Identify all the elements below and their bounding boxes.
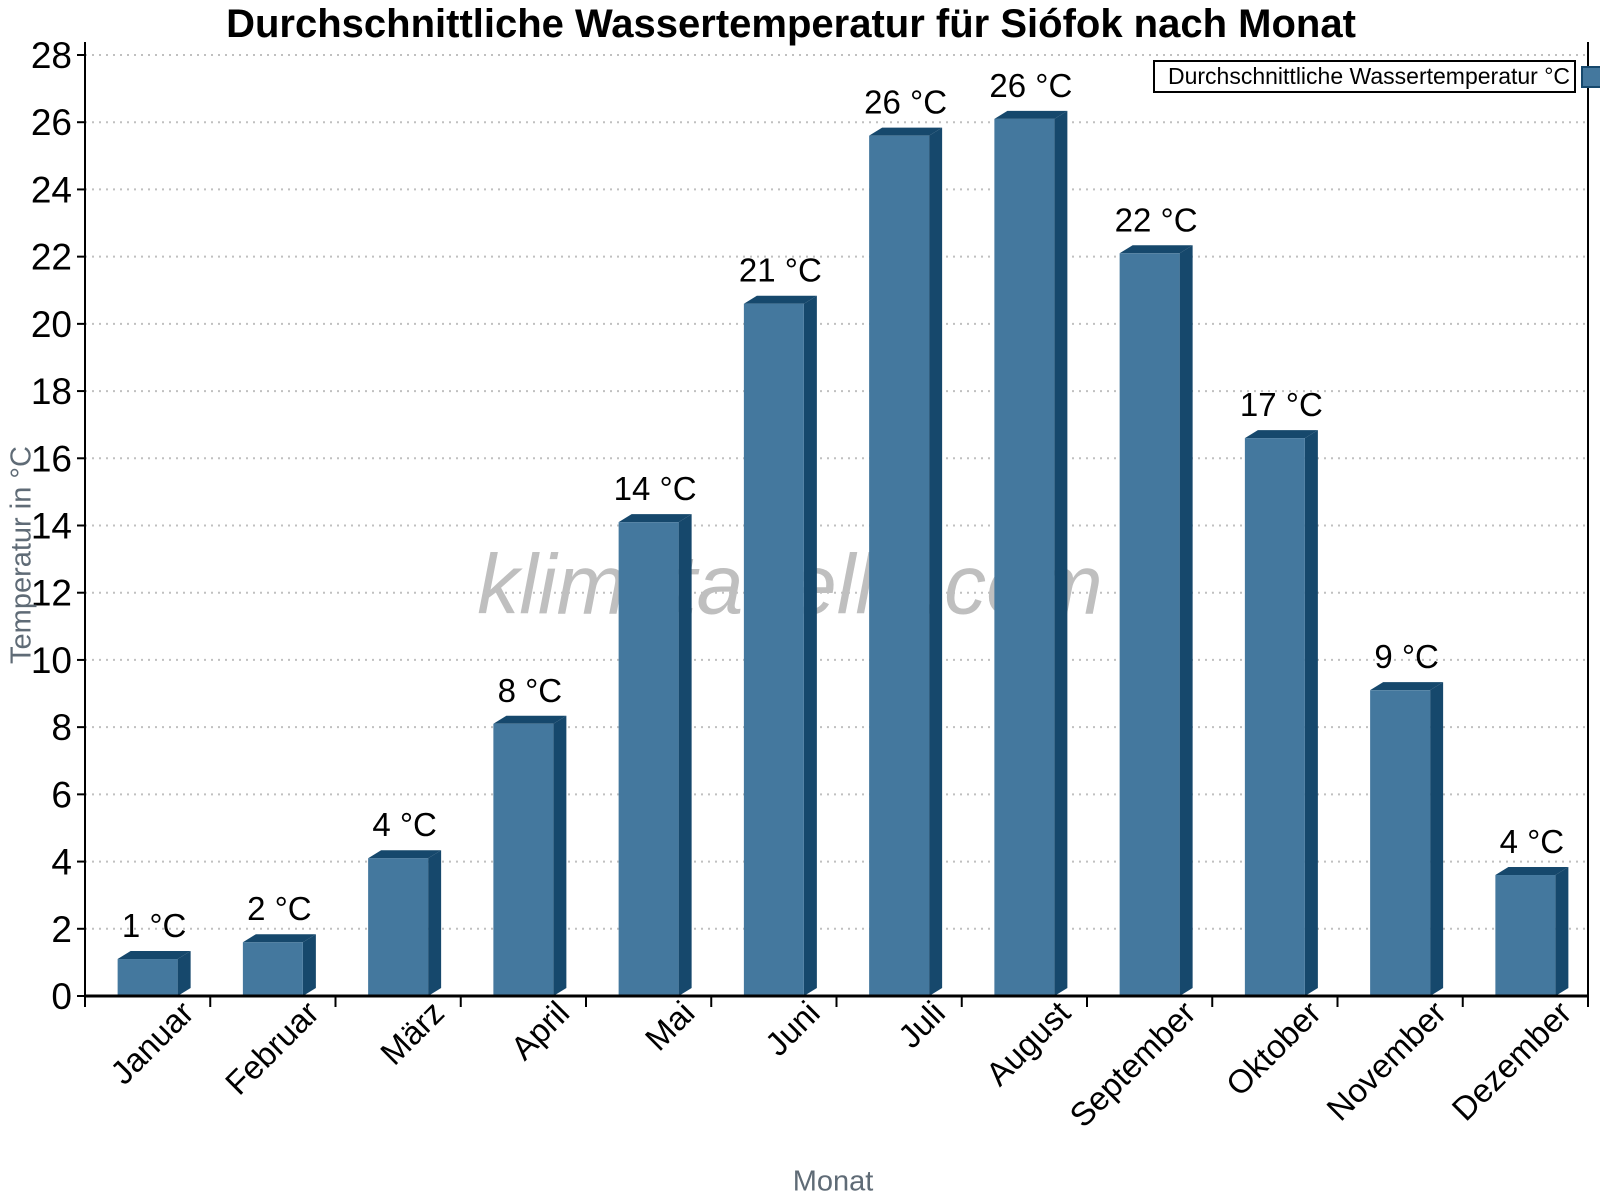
bar: [493, 723, 554, 996]
y-tick-label: 16: [31, 438, 72, 479]
y-tick-label: 8: [51, 707, 72, 748]
bar: [117, 959, 178, 996]
bar-value-label: 22 °C: [1115, 201, 1198, 238]
bar-value-label: 1 °C: [122, 907, 187, 944]
bar-side-face: [1555, 867, 1569, 996]
x-category-label: Januar: [103, 994, 201, 1092]
bar-top-face: [994, 110, 1068, 119]
bar-side-face: [929, 127, 943, 996]
bar-side-face: [428, 850, 442, 996]
y-axis-title: Temperatur in °C: [5, 446, 38, 664]
bar-value-label: 4 °C: [1500, 823, 1565, 860]
x-category-label: November: [1319, 994, 1453, 1128]
y-tick-label: 18: [31, 371, 72, 412]
x-category-label: Februar: [218, 994, 326, 1102]
y-tick-label: 20: [31, 304, 72, 345]
bar-top-face: [1119, 245, 1193, 254]
bar: [1119, 253, 1180, 996]
bar-top-face: [242, 934, 316, 943]
y-tick-label: 14: [31, 506, 72, 547]
bar: [1495, 875, 1556, 996]
bar-side-face: [1304, 430, 1318, 996]
bar-value-label: 26 °C: [989, 67, 1072, 104]
bar: [618, 522, 679, 996]
bar: [743, 303, 804, 996]
bar: [994, 118, 1055, 996]
x-category-label: Oktober: [1219, 994, 1328, 1103]
bar: [368, 858, 429, 996]
bar-value-label: 17 °C: [1240, 386, 1323, 423]
chart-title: Durchschnittliche Wassertemperatur für S…: [226, 2, 1356, 46]
bar-side-face: [1430, 682, 1444, 996]
legend-label: Durchschnittliche Wassertemperatur °C: [1168, 63, 1571, 89]
bar-value-label: 2 °C: [247, 890, 312, 927]
x-category-label: April: [503, 994, 576, 1067]
x-category-label: August: [979, 994, 1078, 1093]
x-category-label: Juli: [891, 994, 952, 1055]
y-tick-label: 4: [51, 842, 72, 883]
x-category-label: Dezember: [1445, 994, 1579, 1128]
bar-side-face: [803, 295, 817, 996]
y-tick-label: 12: [31, 573, 72, 614]
bar: [1370, 690, 1431, 996]
bar-value-label: 8 °C: [498, 672, 563, 709]
bar-top-face: [1244, 430, 1318, 439]
bar-side-face: [678, 514, 692, 996]
bar-value-label: 26 °C: [864, 84, 947, 121]
bar-side-face: [177, 951, 191, 996]
y-tick-label: 28: [31, 35, 72, 76]
y-tick-label: 24: [31, 169, 72, 210]
bar-top-face: [117, 951, 191, 960]
y-tick-label: 22: [31, 237, 72, 278]
bar: [1244, 438, 1305, 996]
bar-top-face: [493, 715, 567, 724]
bar-value-label: 14 °C: [614, 470, 697, 507]
y-tick-label: 0: [51, 976, 72, 1017]
bar: [869, 135, 930, 996]
x-category-label: März: [373, 994, 451, 1072]
legend-swatch-icon: [1581, 65, 1600, 88]
bar-top-face: [1495, 867, 1569, 876]
bar: [242, 942, 303, 996]
legend: Durchschnittliche Wassertemperatur °C: [1153, 60, 1600, 93]
bar-top-face: [1370, 682, 1444, 691]
bar-value-label: 9 °C: [1374, 638, 1439, 675]
bar-side-face: [302, 934, 316, 996]
bar-top-face: [618, 514, 692, 523]
x-category-label: Mai: [638, 994, 702, 1058]
bar-side-face: [1054, 110, 1068, 996]
bar-top-face: [743, 295, 817, 304]
bar-side-face: [1179, 245, 1193, 996]
y-tick-label: 10: [31, 640, 72, 681]
x-category-label: Juni: [758, 994, 827, 1063]
bar-side-face: [553, 715, 567, 996]
y-tick-label: 2: [51, 909, 72, 950]
bar-value-label: 21 °C: [739, 252, 822, 289]
y-tick-label: 26: [31, 102, 72, 143]
y-tick-label: 6: [51, 774, 72, 815]
x-category-label: September: [1062, 994, 1202, 1134]
bar-top-face: [368, 850, 442, 859]
x-axis-title: Monat: [792, 1165, 874, 1198]
bar-top-face: [869, 127, 943, 136]
bar-value-label: 4 °C: [372, 806, 437, 843]
